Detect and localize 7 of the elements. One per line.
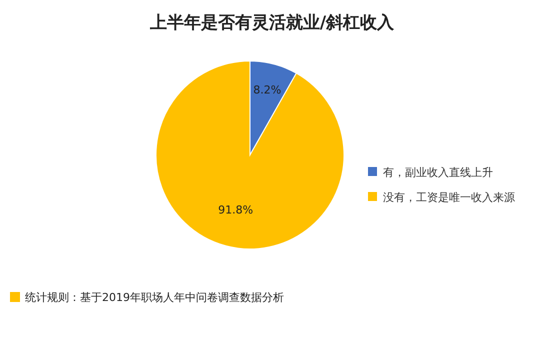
chart-title: 上半年是否有灵活就业/斜杠收入 [148,13,396,33]
legend-label: 有，副业收入直线上升 [383,166,493,179]
data-label: 8.2% [253,84,282,97]
data-label: 91.8% [218,204,254,217]
text: 统计规则：基于2019年职场人年中问卷调查数据分析 [25,291,284,304]
legend-label: 没有，工资是唯一收入来源 [383,191,515,204]
pie-slice [156,60,344,250]
